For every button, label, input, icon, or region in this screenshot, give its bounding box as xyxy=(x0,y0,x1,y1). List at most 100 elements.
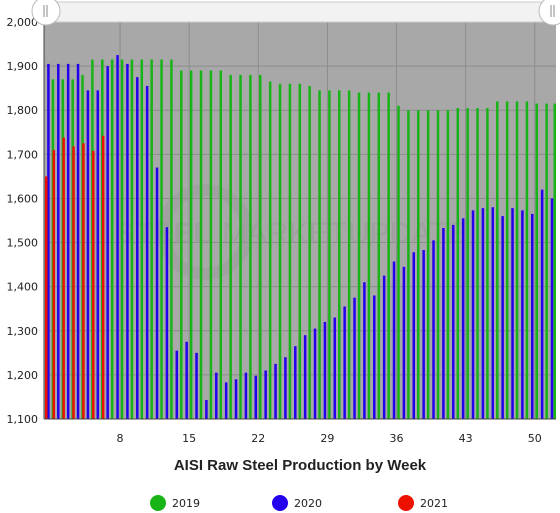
bar-2020-week-17[interactable] xyxy=(205,400,208,419)
bar-2020-week-47[interactable] xyxy=(501,216,504,419)
bar-2020-week-21[interactable] xyxy=(244,372,248,419)
bar-2020-week-5[interactable] xyxy=(86,90,90,419)
bar-2019-week-40[interactable] xyxy=(436,110,440,419)
bar-2020-week-4[interactable] xyxy=(76,63,80,420)
bar-2019-week-45[interactable] xyxy=(486,108,489,420)
bar-2020-week-13[interactable] xyxy=(165,227,169,419)
bar-2019-week-31[interactable] xyxy=(347,90,351,419)
bar-2020-week-39[interactable] xyxy=(422,250,425,419)
bar-2020-week-31[interactable] xyxy=(343,306,346,419)
bar-2020-week-45[interactable] xyxy=(481,208,485,419)
bar-2020-week-24[interactable] xyxy=(274,363,277,419)
bar-2020-week-22[interactable] xyxy=(254,375,258,419)
bar-2019-week-23[interactable] xyxy=(268,81,272,420)
bar-2019-week-10[interactable] xyxy=(140,59,144,419)
bar-2019-week-47[interactable] xyxy=(505,101,509,420)
bar-2021-week-4[interactable] xyxy=(72,146,75,420)
navigator-right-handle[interactable] xyxy=(538,0,560,26)
bar-2019-week-49[interactable] xyxy=(525,101,529,420)
navigator-left-handle[interactable] xyxy=(31,0,61,26)
bar-2019-week-37[interactable] xyxy=(407,110,410,419)
legend-item-2021[interactable]: 2021 xyxy=(398,495,448,511)
bar-2019-week-48[interactable] xyxy=(515,101,519,420)
bar-2020-week-10[interactable] xyxy=(136,77,139,419)
bar-2019-week-50[interactable] xyxy=(535,103,539,419)
bar-2020-week-48[interactable] xyxy=(511,208,514,419)
bar-2020-week-19[interactable] xyxy=(224,382,228,419)
bar-2020-week-34[interactable] xyxy=(373,295,376,419)
bar-2019-week-16[interactable] xyxy=(199,70,203,420)
bar-2021-week-1[interactable] xyxy=(45,176,48,419)
bar-2019-week-34[interactable] xyxy=(377,92,381,420)
bar-2020-week-8[interactable] xyxy=(116,55,119,419)
bar-2020-week-32[interactable] xyxy=(353,297,356,419)
bar-2020-week-52[interactable] xyxy=(550,198,554,419)
bar-2020-week-37[interactable] xyxy=(402,266,406,419)
bar-2019-week-41[interactable] xyxy=(446,110,450,419)
bar-2019-week-51[interactable] xyxy=(545,103,548,419)
legend-item-2019[interactable]: 2019 xyxy=(150,495,200,511)
bar-2020-week-14[interactable] xyxy=(175,350,179,419)
bar-2020-week-30[interactable] xyxy=(333,317,337,419)
bar-2020-week-33[interactable] xyxy=(363,282,366,419)
bar-2020-week-9[interactable] xyxy=(126,63,129,420)
bar-2019-week-22[interactable] xyxy=(259,74,262,419)
bar-2019-week-15[interactable] xyxy=(189,70,193,420)
bar-2020-week-50[interactable] xyxy=(531,213,534,419)
bar-2019-week-24[interactable] xyxy=(278,83,282,419)
bar-2019-week-35[interactable] xyxy=(387,92,390,420)
legend-item-2020[interactable]: 2020 xyxy=(272,495,322,511)
bar-2020-week-49[interactable] xyxy=(521,210,524,419)
bar-2020-week-44[interactable] xyxy=(471,210,475,419)
bar-2020-week-43[interactable] xyxy=(461,218,465,419)
bar-2020-week-42[interactable] xyxy=(452,224,455,419)
bar-2020-week-35[interactable] xyxy=(382,275,386,419)
range-navigator[interactable] xyxy=(31,0,560,26)
bar-2021-week-7[interactable] xyxy=(101,135,105,419)
bar-2020-week-36[interactable] xyxy=(392,261,396,419)
bar-2020-week-15[interactable] xyxy=(185,341,188,419)
bar-2020-week-40[interactable] xyxy=(432,240,435,419)
bar-2019-week-46[interactable] xyxy=(496,101,499,420)
bar-2021-week-3[interactable] xyxy=(62,137,65,419)
bar-2019-week-9[interactable] xyxy=(130,59,134,419)
bar-2019-week-14[interactable] xyxy=(180,70,183,420)
navigator-track[interactable] xyxy=(43,1,557,23)
bar-2019-week-38[interactable] xyxy=(417,110,420,419)
bar-2019-week-17[interactable] xyxy=(209,70,213,420)
bar-2020-week-26[interactable] xyxy=(294,346,297,419)
bar-2020-week-3[interactable] xyxy=(66,63,70,420)
bar-2020-week-41[interactable] xyxy=(442,227,445,419)
bar-2020-week-18[interactable] xyxy=(215,372,218,419)
bar-2019-week-13[interactable] xyxy=(170,59,173,419)
bar-2019-week-33[interactable] xyxy=(367,92,371,420)
bar-2019-week-19[interactable] xyxy=(229,74,232,419)
bar-2019-week-28[interactable] xyxy=(318,90,321,419)
bar-2019-week-8[interactable] xyxy=(120,59,124,419)
bar-2019-week-42[interactable] xyxy=(456,108,460,420)
bar-2019-week-36[interactable] xyxy=(397,105,400,420)
bar-2019-week-11[interactable] xyxy=(150,59,153,419)
bar-2019-week-30[interactable] xyxy=(338,90,341,419)
bar-2019-week-52[interactable] xyxy=(553,103,557,419)
bar-2020-week-16[interactable] xyxy=(195,352,198,419)
bar-2020-week-20[interactable] xyxy=(234,379,238,419)
bar-2020-week-51[interactable] xyxy=(540,189,544,419)
bar-2021-week-5[interactable] xyxy=(82,143,85,420)
bar-2019-week-18[interactable] xyxy=(219,70,223,420)
bar-2021-week-2[interactable] xyxy=(52,149,56,419)
bar-2020-week-23[interactable] xyxy=(264,370,267,419)
bar-2019-week-12[interactable] xyxy=(160,59,163,419)
bar-2019-week-25[interactable] xyxy=(288,83,292,419)
bar-2020-week-1[interactable] xyxy=(47,63,50,420)
bar-2019-week-32[interactable] xyxy=(357,92,361,420)
bar-2020-week-11[interactable] xyxy=(145,85,149,419)
bar-2019-week-21[interactable] xyxy=(249,74,252,419)
bar-2019-week-39[interactable] xyxy=(426,110,430,419)
bar-2019-week-20[interactable] xyxy=(239,74,242,419)
bar-2020-week-7[interactable] xyxy=(106,66,109,419)
bar-2020-week-6[interactable] xyxy=(96,90,100,419)
bar-2020-week-25[interactable] xyxy=(284,357,287,419)
bar-2019-week-44[interactable] xyxy=(476,108,479,420)
bar-2020-week-28[interactable] xyxy=(313,328,317,419)
